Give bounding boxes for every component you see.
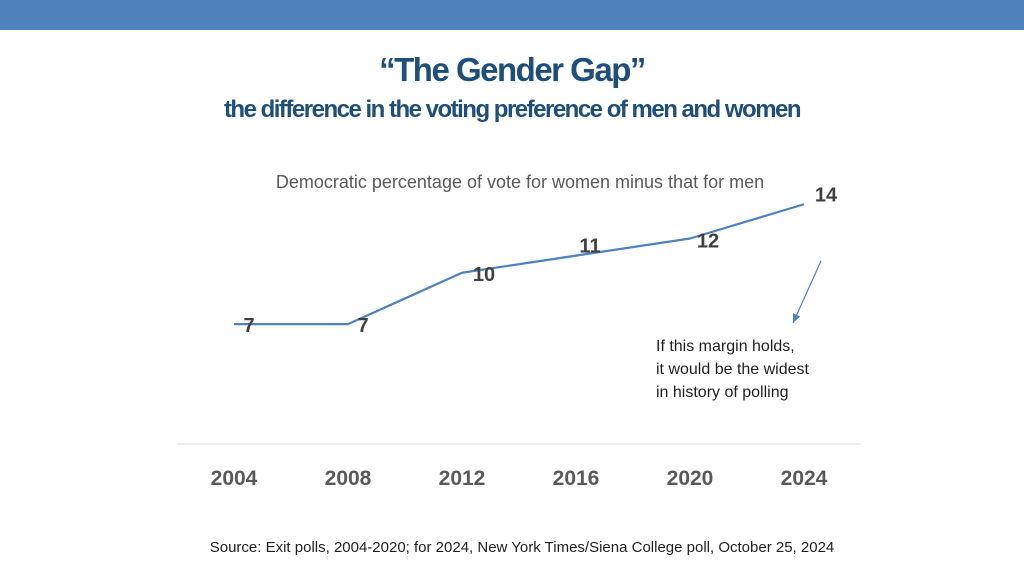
x-tick-label: 2020 — [667, 467, 714, 490]
annotation: If this margin holds, it would be the wid… — [656, 260, 822, 401]
series-line — [234, 203, 805, 326]
x-tick-label: 2016 — [553, 467, 600, 490]
annotation-arrowhead — [793, 313, 801, 323]
annotation-text-line: If this margin holds, — [656, 338, 795, 355]
top-bar — [0, 0, 1024, 30]
slide-title: “The Gender Gap” — [379, 51, 646, 88]
series-layer — [234, 203, 805, 326]
x-tick-label: 2024 — [781, 467, 828, 490]
data-label: 7 — [357, 315, 368, 337]
x-tick-label: 2008 — [325, 467, 372, 490]
x-tick-label: 2012 — [439, 467, 486, 490]
data-label: 12 — [697, 231, 719, 253]
data-label: 14 — [815, 184, 838, 206]
data-label: 11 — [579, 236, 600, 258]
annotation-arrow — [792, 260, 822, 324]
chart-title: Democratic percentage of vote for women … — [276, 172, 764, 192]
annotation-text-line: it would be the widest — [656, 361, 810, 378]
source-note: Source: Exit polls, 2004-2020; for 2024,… — [209, 539, 835, 556]
data-label: 10 — [473, 264, 495, 286]
x-tick-label: 2004 — [211, 467, 258, 490]
slide-subtitle: the difference in the voting preference … — [223, 96, 802, 123]
annotation-text-line: in history of polling — [656, 384, 789, 401]
data-labels: 7 7 10 11 12 14 — [243, 184, 838, 337]
x-tick-labels: 2004 2008 2012 2016 2020 2024 — [211, 467, 828, 490]
data-label: 7 — [243, 315, 254, 337]
